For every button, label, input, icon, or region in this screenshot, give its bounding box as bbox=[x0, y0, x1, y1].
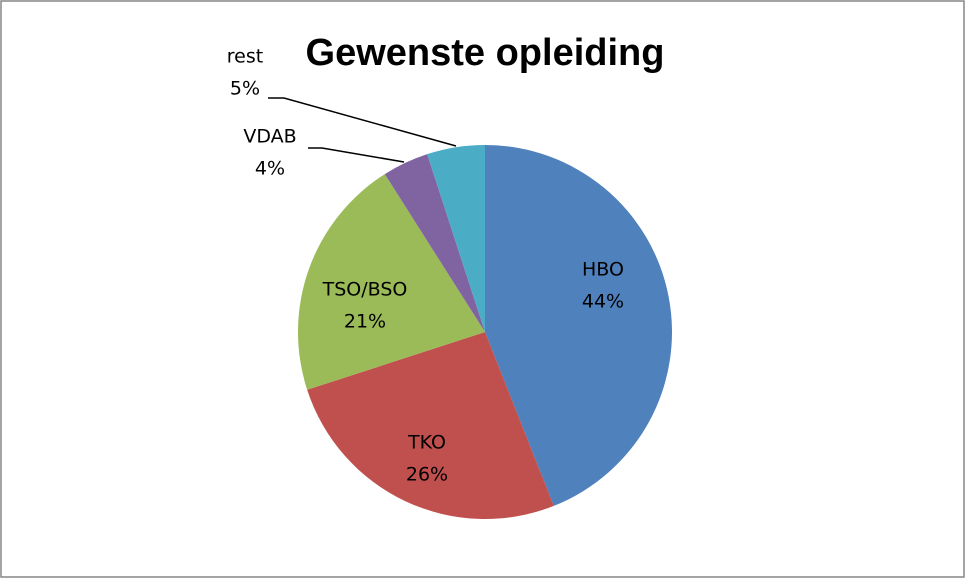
leader-line bbox=[308, 147, 405, 163]
pie-slice bbox=[298, 174, 485, 390]
pie-slice bbox=[485, 145, 672, 506]
slice-value: 44% bbox=[582, 291, 624, 313]
slice-value: 5% bbox=[230, 78, 260, 100]
leader-line bbox=[268, 97, 457, 147]
slice-label: TKO bbox=[407, 432, 446, 454]
slice-label: rest bbox=[227, 46, 263, 68]
slice-value: 21% bbox=[344, 311, 386, 333]
pie-slice bbox=[427, 145, 485, 332]
chart-title: Gewenste opleiding bbox=[306, 32, 665, 74]
slice-label: TSO/BSO bbox=[322, 279, 408, 301]
pie-slice bbox=[307, 332, 554, 519]
slice-value: 26% bbox=[406, 464, 448, 486]
slice-value: 4% bbox=[255, 158, 285, 180]
slice-label: VDAB bbox=[243, 126, 296, 148]
slice-label: HBO bbox=[582, 259, 624, 281]
pie-slice bbox=[384, 154, 485, 332]
